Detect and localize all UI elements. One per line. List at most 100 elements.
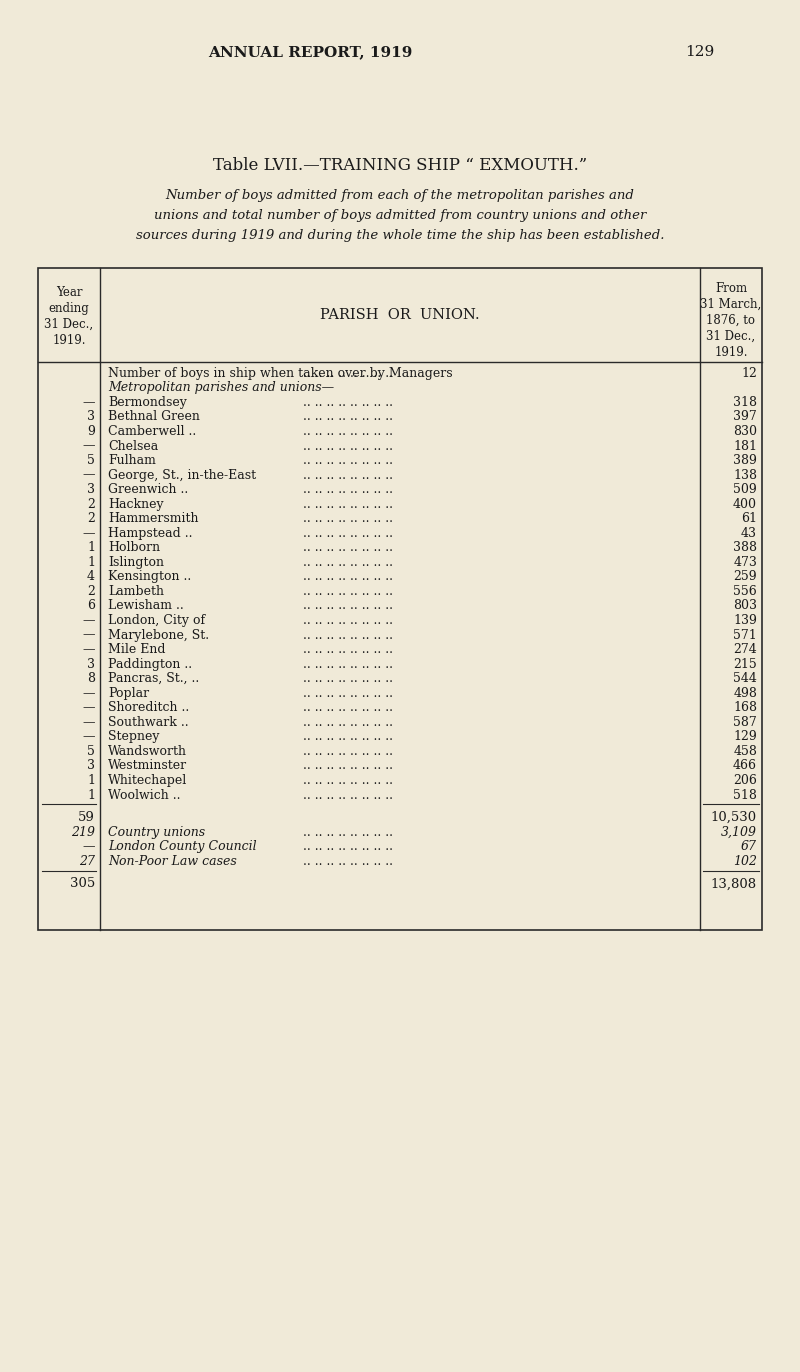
Text: .. .. .. .. .. .. .. ..: .. .. .. .. .. .. .. ..	[303, 425, 393, 438]
Text: Greenwich ..: Greenwich ..	[108, 483, 188, 497]
Text: 544: 544	[733, 672, 757, 685]
Text: Shoreditch ..: Shoreditch ..	[108, 701, 190, 715]
Text: Number of boys admitted from each of the metropolitan parishes and: Number of boys admitted from each of the…	[166, 188, 634, 202]
Text: .. .. .. .. .. .. .. ..: .. .. .. .. .. .. .. ..	[303, 730, 393, 744]
Text: —: —	[82, 840, 95, 853]
Text: sources during 1919 and during the whole time the ship has been established.: sources during 1919 and during the whole…	[136, 229, 664, 241]
Text: unions and total number of boys admitted from country unions and other: unions and total number of boys admitted…	[154, 209, 646, 221]
Text: .. .. .. .. .. .. .. ..: .. .. .. .. .. .. .. ..	[303, 454, 393, 466]
Text: Chelsea: Chelsea	[108, 439, 158, 453]
Text: 31 Dec.,: 31 Dec.,	[45, 318, 94, 331]
Text: .. .. .. .. .. .. .. ..: .. .. .. .. .. .. .. ..	[303, 826, 393, 838]
Text: 215: 215	[734, 657, 757, 671]
Text: Hampstead ..: Hampstead ..	[108, 527, 193, 539]
Text: Kensington ..: Kensington ..	[108, 571, 191, 583]
Text: 206: 206	[733, 774, 757, 788]
Text: Whitechapel: Whitechapel	[108, 774, 187, 788]
Text: —: —	[82, 469, 95, 482]
Text: PARISH  OR  UNION.: PARISH OR UNION.	[320, 307, 480, 322]
Text: London, City of: London, City of	[108, 615, 205, 627]
Text: 138: 138	[733, 469, 757, 482]
Text: Number of boys in ship when taken over by Managers: Number of boys in ship when taken over b…	[108, 366, 453, 380]
Text: 31 Dec.,: 31 Dec.,	[706, 331, 755, 343]
Text: Holborn: Holborn	[108, 542, 160, 554]
Text: Lambeth: Lambeth	[108, 584, 164, 598]
Text: 67: 67	[741, 840, 757, 853]
Text: .. .. .. .. .. .. .. ..: .. .. .. .. .. .. .. ..	[303, 789, 393, 801]
Text: Pancras, St., ..: Pancras, St., ..	[108, 672, 199, 685]
Text: 556: 556	[734, 584, 757, 598]
Text: .. .. .. .. .. .. .. ..: .. .. .. .. .. .. .. ..	[303, 397, 393, 409]
Text: .. .. .. .. .. .. .. ..: .. .. .. .. .. .. .. ..	[303, 643, 393, 656]
Text: 400: 400	[733, 498, 757, 510]
Text: .. .. .. .. .. .. .. ..: .. .. .. .. .. .. .. ..	[303, 366, 393, 380]
Text: 3,109: 3,109	[721, 826, 757, 838]
Text: Stepney: Stepney	[108, 730, 159, 744]
Text: 3: 3	[87, 760, 95, 772]
Text: .. .. .. .. .. .. .. ..: .. .. .. .. .. .. .. ..	[303, 556, 393, 569]
Text: Bethnal Green: Bethnal Green	[108, 410, 200, 424]
Text: 1919.: 1919.	[714, 346, 748, 359]
Text: 5: 5	[87, 745, 95, 757]
Text: Fulham: Fulham	[108, 454, 156, 466]
Text: 27: 27	[79, 855, 95, 867]
Text: 571: 571	[734, 628, 757, 642]
Text: 219: 219	[71, 826, 95, 838]
Text: 473: 473	[733, 556, 757, 569]
Text: 1: 1	[87, 556, 95, 569]
Text: 388: 388	[733, 542, 757, 554]
Text: —: —	[82, 615, 95, 627]
Text: Southwark ..: Southwark ..	[108, 716, 189, 729]
Text: 3: 3	[87, 657, 95, 671]
Text: ANNUAL REPORT, 1919: ANNUAL REPORT, 1919	[208, 45, 412, 59]
Text: Table LVII.—TRAINING SHIP “ EXMOUTH.”: Table LVII.—TRAINING SHIP “ EXMOUTH.”	[213, 156, 587, 173]
Text: 458: 458	[733, 745, 757, 757]
Text: 509: 509	[734, 483, 757, 497]
Text: Mile End: Mile End	[108, 643, 166, 656]
Text: .. .. .. .. .. .. .. ..: .. .. .. .. .. .. .. ..	[303, 600, 393, 612]
Text: 8: 8	[87, 672, 95, 685]
Text: George, St., in-the-East: George, St., in-the-East	[108, 469, 256, 482]
Text: —: —	[82, 643, 95, 656]
Text: Islington: Islington	[108, 556, 164, 569]
Text: 6: 6	[87, 600, 95, 612]
Text: .. .. .. .. .. .. .. ..: .. .. .. .. .. .. .. ..	[303, 716, 393, 729]
Text: 61: 61	[741, 512, 757, 525]
Text: .. .. .. .. .. .. .. ..: .. .. .. .. .. .. .. ..	[303, 527, 393, 539]
Text: —: —	[82, 397, 95, 409]
Text: .. .. .. .. .. .. .. ..: .. .. .. .. .. .. .. ..	[303, 855, 393, 867]
Text: —: —	[82, 628, 95, 642]
Text: 139: 139	[733, 615, 757, 627]
Text: Bermondsey: Bermondsey	[108, 397, 187, 409]
Text: 9: 9	[87, 425, 95, 438]
Text: Paddington ..: Paddington ..	[108, 657, 192, 671]
Text: .. .. .. .. .. .. .. ..: .. .. .. .. .. .. .. ..	[303, 571, 393, 583]
Text: .. .. .. .. .. .. .. ..: .. .. .. .. .. .. .. ..	[303, 439, 393, 453]
Text: 1: 1	[87, 542, 95, 554]
Text: 498: 498	[733, 687, 757, 700]
Text: 43: 43	[741, 527, 757, 539]
Text: 274: 274	[734, 643, 757, 656]
Text: .. .. .. .. .. .. .. ..: .. .. .. .. .. .. .. ..	[303, 410, 393, 424]
Text: 397: 397	[734, 410, 757, 424]
Text: Camberwell ..: Camberwell ..	[108, 425, 196, 438]
Text: 1: 1	[87, 774, 95, 788]
Text: —: —	[82, 701, 95, 715]
Text: .. .. .. .. .. .. .. ..: .. .. .. .. .. .. .. ..	[303, 512, 393, 525]
Text: —: —	[82, 716, 95, 729]
Text: —: —	[82, 527, 95, 539]
Text: 129: 129	[686, 45, 714, 59]
Text: .. .. .. .. .. .. .. ..: .. .. .. .. .. .. .. ..	[303, 840, 393, 853]
Text: Westminster: Westminster	[108, 760, 187, 772]
Text: .. .. .. .. .. .. .. ..: .. .. .. .. .. .. .. ..	[303, 701, 393, 715]
Text: 803: 803	[733, 600, 757, 612]
Text: London County Council: London County Council	[108, 840, 257, 853]
Text: —: —	[82, 439, 95, 453]
Text: Metropolitan parishes and unions—: Metropolitan parishes and unions—	[108, 381, 334, 394]
Text: .. .. .. .. .. .. .. ..: .. .. .. .. .. .. .. ..	[303, 774, 393, 788]
Text: .. .. .. .. .. .. .. ..: .. .. .. .. .. .. .. ..	[303, 542, 393, 554]
Text: 129: 129	[734, 730, 757, 744]
Text: Country unions: Country unions	[108, 826, 205, 838]
Text: 466: 466	[733, 760, 757, 772]
Text: 318: 318	[733, 397, 757, 409]
